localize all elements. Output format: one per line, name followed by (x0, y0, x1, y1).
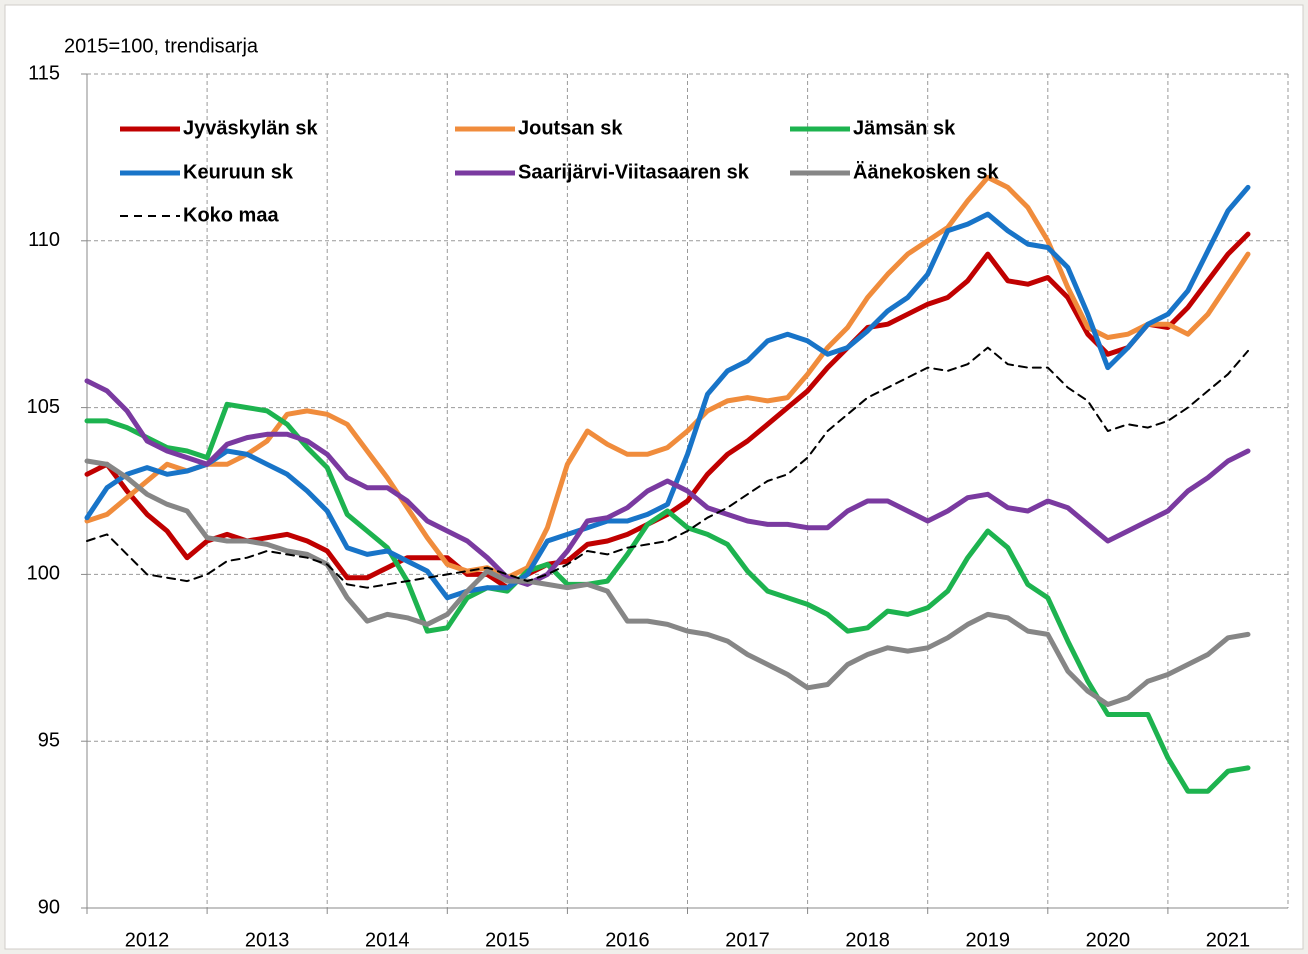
series-line (84, 378, 1251, 587)
y-tick-label: 100 (27, 563, 60, 585)
x-tick-label: 2014 (365, 929, 410, 951)
y-tick-label: 95 (38, 729, 60, 751)
y-axis-label: 2015=100, trendisarja (64, 35, 259, 57)
series-line (84, 184, 1251, 601)
y-tick-label: 110 (28, 229, 60, 251)
series-line (84, 458, 1251, 707)
series-line (84, 401, 1251, 794)
series-line (86, 346, 1249, 589)
x-tick-label: 2013 (245, 929, 290, 951)
x-tick-label: 2012 (125, 929, 170, 951)
x-tick-label: 2018 (845, 929, 890, 951)
legend-label: Joutsan sk (518, 117, 623, 139)
x-tick-label: 2020 (1086, 929, 1131, 951)
x-tick-label: 2019 (966, 929, 1011, 951)
x-tick-label: 2017 (725, 929, 770, 951)
legend-label: Keuruun sk (183, 161, 294, 183)
y-tick-label: 105 (27, 396, 60, 418)
y-tick-label: 115 (28, 62, 60, 84)
x-tick-label: 2021 (1206, 929, 1251, 951)
legend-label: Jämsän sk (853, 117, 956, 139)
legend-label: Saarijärvi-Viitasaaren sk (518, 161, 750, 183)
legend-label: Jyväskylän sk (183, 117, 318, 139)
x-tick-label: 2015 (485, 929, 530, 951)
chart-background (4, 4, 1304, 950)
legend-label: Äänekosken sk (853, 160, 1000, 183)
y-tick-label: 90 (38, 896, 60, 918)
x-tick-label: 2016 (605, 929, 650, 951)
series-line (84, 231, 1251, 591)
legend-label: Koko maa (183, 204, 279, 226)
